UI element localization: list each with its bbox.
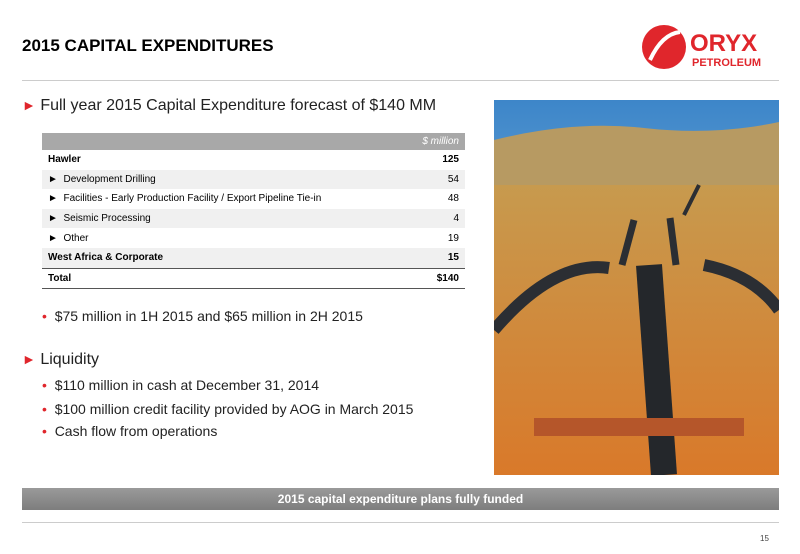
cell: 4: [403, 208, 465, 229]
cell: 48: [447, 193, 459, 205]
cell: 125: [442, 154, 459, 166]
pipe: [636, 264, 677, 475]
pipe: [494, 261, 610, 334]
row: Hawler 125: [42, 150, 465, 170]
slide-title: 2015 CAPITAL EXPENDITURES: [22, 36, 274, 55]
sub-bullet: • Cash flow from operations: [42, 423, 218, 439]
logo-sub: PETROLEUM: [692, 57, 761, 69]
row: ► Other 19: [42, 228, 465, 248]
row: ► Development Drilling 54: [42, 169, 465, 190]
cell: Hawler: [48, 154, 81, 166]
row: West Africa & Corporate 15: [42, 247, 465, 269]
cell: Other: [63, 232, 89, 244]
bullet: ► Full year 2015 Capital Expenditure for…: [22, 97, 437, 114]
pipe: [618, 219, 638, 266]
banner: 2015 capital expenditure plans fully fun…: [22, 488, 779, 510]
sub-bullet-text: Cash flow from operations: [54, 423, 218, 439]
logo-swoosh: [648, 30, 681, 61]
sub-bullet-text: $75 million in 1H 2015 and $65 million i…: [54, 308, 363, 324]
row: Total $140: [42, 267, 465, 290]
logo-name: ORYX: [690, 30, 757, 57]
rule: [22, 522, 779, 523]
capex-table: $ million Hawler 125 ► Development Drilli…: [42, 133, 465, 290]
cell: 15: [403, 247, 465, 269]
cell: 19: [447, 232, 459, 244]
sub-bullet-text: $100 million credit facility provided by…: [54, 401, 414, 417]
bullet-text: Liquidity: [40, 351, 100, 368]
sub-bullet: • $100 million credit facility provided …: [42, 401, 414, 417]
row: ► Seismic Processing 4: [42, 208, 465, 229]
cell: Total: [42, 267, 404, 290]
unit: $ million: [403, 133, 465, 150]
cell: $140: [403, 267, 465, 290]
table-header: $ million: [42, 133, 465, 150]
sub-bullet-text: $110 million in cash at December 31, 201…: [54, 377, 320, 393]
hills: [494, 122, 779, 195]
page-number: 15: [760, 534, 769, 543]
photo: [494, 100, 779, 475]
pipe: [682, 184, 701, 216]
pipe: [702, 259, 779, 314]
sub-bullet: • $110 million in cash at December 31, 2…: [42, 377, 320, 393]
rule: [22, 80, 779, 81]
cell: West Africa & Corporate: [42, 247, 404, 269]
cell: 54: [403, 169, 465, 190]
cell: Facilities - Early Production Facility /…: [63, 193, 322, 205]
cell: Development Drilling: [63, 173, 156, 185]
beam: [534, 418, 744, 436]
sub-bullet: • $75 million in 1H 2015 and $65 million…: [42, 308, 363, 324]
bullet: ► Liquidity: [22, 351, 100, 368]
cell: Seismic Processing: [63, 213, 151, 225]
logo: ORYX PETROLEUM: [642, 25, 761, 69]
bullet-text: Full year 2015 Capital Expenditure forec…: [40, 97, 437, 114]
row: ► Facilities - Early Production Facility…: [42, 189, 465, 209]
pipe: [666, 217, 680, 266]
